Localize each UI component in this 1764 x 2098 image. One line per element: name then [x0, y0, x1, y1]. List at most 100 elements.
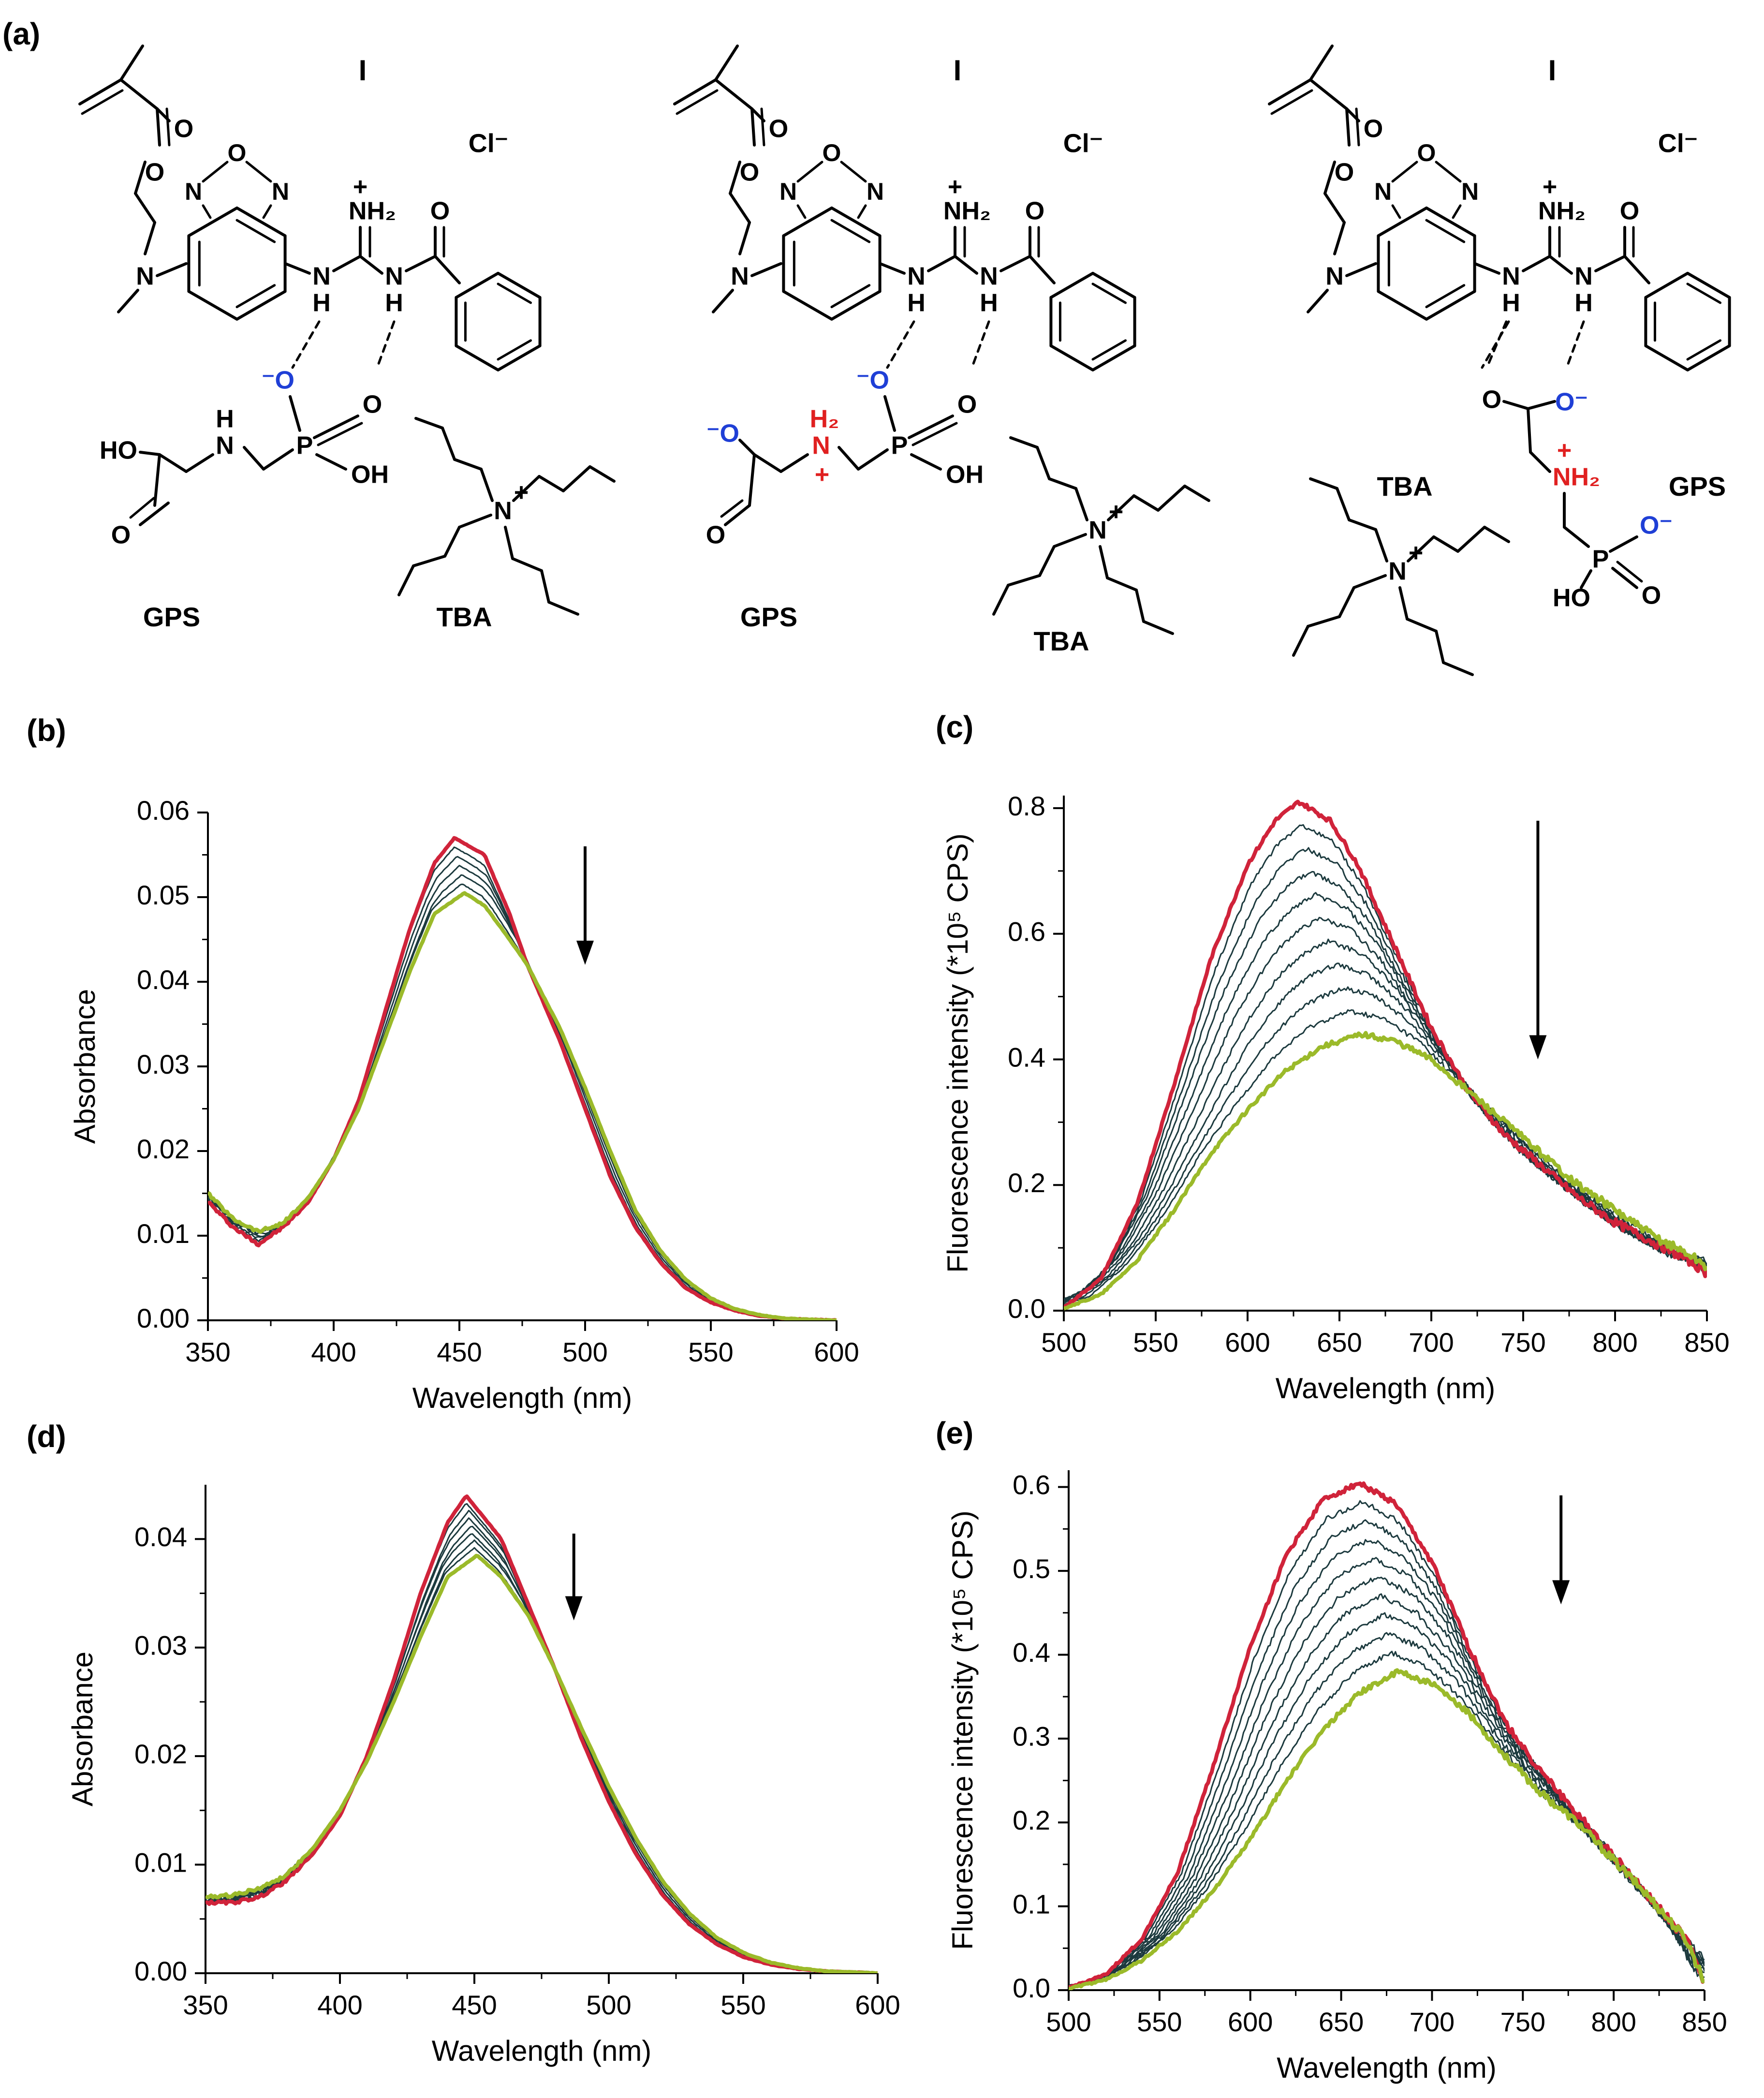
methyl-bond	[1309, 44, 1334, 81]
chart-panel-c: 500 550 600 650 700 750 800 850 0.0 0.2 0.4 0.6 0.8 W…	[941, 791, 1730, 1404]
ethyl-linker	[144, 221, 156, 255]
guanidinium-charge: +	[353, 173, 368, 201]
panel-label-d: (d)	[27, 1419, 66, 1454]
series-line-intermediate	[206, 1547, 878, 1973]
ring-bond	[1391, 161, 1418, 183]
x-axis-label: Wavelength (nm)	[432, 2035, 652, 2067]
tba-butyl-chain	[1009, 436, 1039, 449]
tba-butyl-chain	[397, 564, 415, 596]
chemical-structures-panel: OONNNONHNH₂+NHOICl⁻⁻OPOOHNHOHOGPSTBAN+OO…	[78, 44, 1731, 676]
ring-bond	[857, 204, 867, 219]
carbonyl-oxygen: O	[1364, 115, 1383, 143]
amide-bond	[1594, 255, 1626, 272]
x-tick-label: 600	[814, 1337, 859, 1367]
benzene-ring	[1644, 344, 1689, 371]
cation-label: TBA	[1377, 471, 1432, 502]
ester-bond	[750, 107, 756, 147]
methacrylate-bond	[81, 89, 124, 115]
tba-butyl-chain	[540, 569, 550, 604]
tba-butyl-chain	[1038, 545, 1056, 577]
ring-bond	[1435, 161, 1462, 183]
y-tick-label: 0.6	[1008, 916, 1045, 947]
tba-butyl-chain	[1352, 574, 1387, 589]
receptor-label: I	[359, 54, 367, 87]
ring-bond	[202, 204, 212, 219]
benzoyl-oxygen: O	[1025, 197, 1044, 225]
series-line-intermediate	[1064, 1009, 1707, 1305]
x-tick-label: 350	[183, 1990, 228, 2020]
benzoxadiazole-ring	[1425, 290, 1476, 321]
nh-hydrogen: H	[312, 289, 331, 317]
guanidinium-charge: +	[1543, 173, 1557, 201]
series-line-intermediate	[206, 1539, 878, 1973]
panel-label-a: (a)	[2, 16, 40, 51]
tba-butyl-chain	[1336, 487, 1351, 521]
x-axis-label: Wavelength (nm)	[1277, 2052, 1497, 2084]
x-tick-label: 800	[1591, 2007, 1636, 2037]
benzene-ring	[1686, 344, 1731, 371]
x-tick-label: 700	[1409, 1327, 1454, 1358]
receptor-label: I	[1548, 54, 1557, 87]
y-tick-label: 0.00	[137, 1303, 190, 1333]
carboxyl-bond	[724, 504, 751, 526]
chloride-label: Cl⁻	[469, 129, 509, 158]
tba-butyl-chain	[1053, 533, 1087, 548]
methyl-bond	[1307, 289, 1329, 313]
methacrylate-bond	[1268, 78, 1312, 105]
glycine-ammonium-hydrogen: H₂	[810, 405, 839, 433]
ethyl-linker	[738, 221, 751, 255]
nh-nitrogen: N	[312, 263, 331, 291]
tba-butyl-chain	[1099, 545, 1109, 579]
hydrogen-bond	[291, 320, 321, 369]
series-line-intermediate	[1069, 1500, 1705, 1989]
ring-nitrogen: N	[779, 178, 797, 205]
ring-nitrogen: N	[1374, 178, 1392, 205]
benzoxadiazole-ring	[235, 290, 287, 321]
series-line-intermediate	[1064, 986, 1707, 1303]
benzene-ring	[1686, 272, 1731, 299]
x-tick-label: 450	[437, 1337, 482, 1367]
ring-bond	[796, 204, 807, 219]
carboxyl-oxygen: O	[111, 521, 131, 549]
tba-butyl-chain	[1348, 518, 1377, 531]
glycine-charge: +	[815, 461, 829, 489]
series-line-intermediate	[1069, 1651, 1705, 1988]
benzoxadiazole-ring	[830, 290, 882, 321]
series-line-intermediate	[1064, 962, 1707, 1303]
amide-bond	[1623, 255, 1650, 284]
ring-nh-bond	[879, 262, 906, 275]
tba-butyl-chain	[1036, 446, 1051, 480]
y-tick-label: 0.2	[1008, 1167, 1045, 1198]
ring-oxygen: O	[823, 139, 841, 166]
x-tick-label: 750	[1500, 2007, 1545, 2037]
guest-label: GPS	[740, 602, 797, 632]
phosphonate-oxygen-anion: ⁻O	[856, 367, 889, 395]
benzene-ring	[497, 344, 542, 371]
benzoxadiazole-ring	[187, 207, 238, 237]
guanidinium-charge: +	[948, 173, 962, 201]
series-line-intermediate	[1064, 847, 1707, 1302]
series-line-intermediate	[1069, 1539, 1705, 1987]
y-tick-label: 0.4	[1013, 1637, 1050, 1668]
ethyl-linker	[1323, 192, 1346, 224]
benzene-ring	[1049, 344, 1094, 371]
panel-labels: (a) (b) (c) (d) (e)	[2, 16, 973, 1454]
benzene-ring	[1686, 339, 1722, 361]
ring-bond	[245, 161, 272, 183]
methacrylate-bond	[673, 78, 717, 105]
ester-oxygen: O	[1335, 159, 1354, 187]
amine-bond	[750, 262, 782, 277]
axes-frame	[1063, 796, 1707, 1312]
series-line-initial	[1064, 799, 1707, 1309]
amide-bond	[405, 255, 437, 272]
glycine-charge: +	[1557, 437, 1572, 465]
x-tick-label: 600	[1225, 1327, 1270, 1358]
tba-butyl-chain	[412, 555, 446, 567]
tba-butyl-chain	[1142, 620, 1174, 635]
chart-panel-e: 500 550 600 650 700 750 800 850 0.0 0.1 0.2 0.3 0.4 0…	[946, 1469, 1727, 2083]
benzene-ring	[497, 272, 542, 299]
tba-butyl-chain	[480, 468, 494, 502]
carboxyl-oxygen: O	[1482, 386, 1501, 414]
x-tick-label: 600	[1228, 2007, 1273, 2037]
